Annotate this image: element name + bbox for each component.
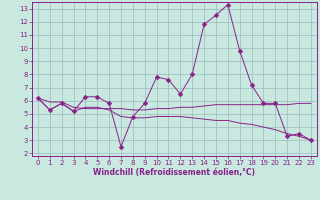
X-axis label: Windchill (Refroidissement éolien,°C): Windchill (Refroidissement éolien,°C) bbox=[93, 168, 255, 177]
